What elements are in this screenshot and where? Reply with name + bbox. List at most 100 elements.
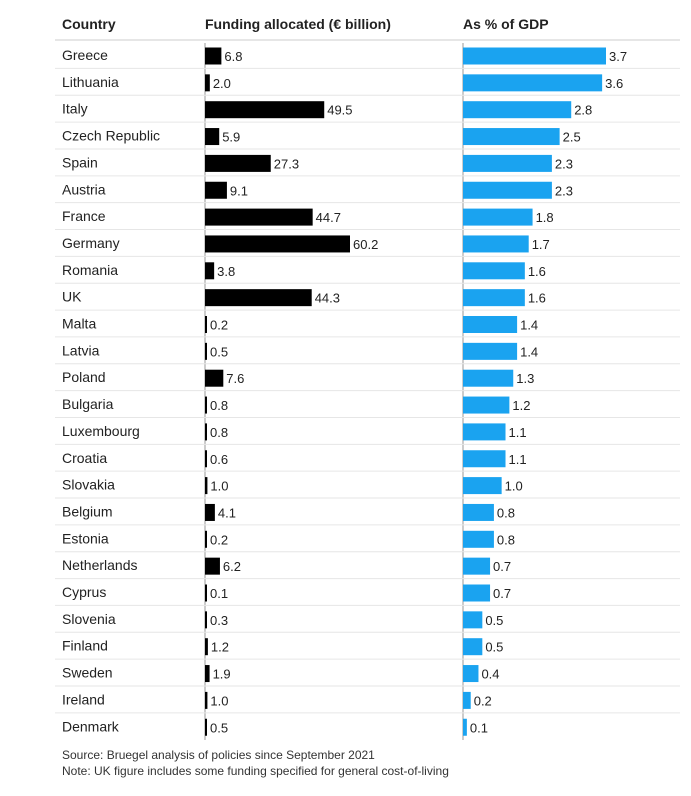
country-label: Greece	[62, 47, 108, 63]
gdp-value-label: 1.7	[532, 237, 550, 252]
gdp-value-label: 0.8	[497, 505, 515, 520]
funding-bar	[205, 665, 210, 683]
funding-value-label: 1.2	[211, 640, 229, 655]
funding-bar	[205, 101, 325, 119]
funding-value-label: 2.0	[213, 76, 231, 91]
gdp-value-label: 2.3	[555, 183, 573, 198]
gdp-bar	[463, 208, 533, 226]
gdp-bar	[463, 638, 483, 656]
funding-value-label: 0.8	[210, 398, 228, 413]
gdp-bar	[463, 450, 506, 468]
funding-bar	[205, 47, 222, 65]
gdp-bar	[463, 289, 525, 307]
funding-value-label: 0.1	[210, 586, 228, 601]
gdp-bar	[463, 691, 471, 709]
gdp-value-label: 2.8	[574, 103, 592, 118]
country-label: Latvia	[62, 342, 100, 358]
gdp-value-label: 2.5	[563, 130, 581, 145]
gdp-value-label: 1.4	[520, 344, 538, 359]
funding-value-label: 1.0	[210, 479, 228, 494]
funding-value-label: 6.8	[224, 49, 242, 64]
funding-chart: Country Funding allocated (€ billion) As…	[55, 16, 680, 740]
funding-value-label: 0.5	[210, 720, 228, 735]
gdp-bar	[463, 369, 514, 387]
gdp-value-label: 1.6	[528, 291, 546, 306]
funding-bar	[205, 530, 207, 548]
gdp-bar	[463, 557, 491, 575]
funding-value-label: 6.2	[223, 559, 241, 574]
country-label: Luxembourg	[62, 423, 140, 439]
country-label: Germany	[62, 235, 120, 251]
source-note: Source: Bruegel analysis of policies sin…	[62, 748, 375, 762]
gdp-bar	[463, 101, 572, 119]
funding-bar	[205, 423, 207, 441]
funding-bar	[205, 450, 207, 468]
funding-value-label: 0.3	[210, 613, 228, 628]
funding-bar	[205, 396, 207, 414]
gdp-bar	[463, 530, 494, 548]
country-label: Sweden	[62, 665, 113, 681]
funding-bar	[205, 611, 207, 629]
country-label: Czech Republic	[62, 128, 160, 144]
funding-value-label: 4.1	[218, 505, 236, 520]
gdp-bar	[463, 74, 603, 92]
funding-bar	[205, 638, 208, 656]
funding-value-label: 7.6	[226, 371, 244, 386]
funding-bar	[205, 369, 224, 387]
gdp-bar	[463, 235, 529, 253]
gdp-value-label: 0.8	[497, 532, 515, 547]
funding-bar	[205, 154, 271, 172]
footnote: Note: UK figure includes some funding sp…	[62, 764, 449, 778]
country-label: Cyprus	[62, 584, 106, 600]
funding-value-label: 3.8	[217, 264, 235, 279]
funding-value-label: 60.2	[353, 237, 378, 252]
funding-value-label: 44.7	[316, 210, 341, 225]
gdp-bar	[463, 611, 483, 629]
funding-bar	[205, 316, 207, 333]
gdp-value-label: 0.1	[470, 720, 488, 735]
funding-bar	[205, 477, 208, 495]
gdp-value-label: 0.5	[485, 613, 503, 628]
funding-bar	[205, 503, 215, 521]
gdp-value-label: 1.8	[536, 210, 554, 225]
country-label: Malta	[62, 316, 96, 332]
country-label: Croatia	[62, 450, 107, 466]
funding-bar	[205, 342, 207, 360]
country-label: Lithuania	[62, 74, 119, 90]
gdp-bar	[463, 477, 502, 495]
country-label: Slovakia	[62, 477, 115, 493]
country-label: Finland	[62, 638, 108, 654]
country-label: Netherlands	[62, 557, 138, 573]
funding-bar	[205, 584, 207, 602]
funding-value-label: 0.6	[210, 452, 228, 467]
gdp-value-label: 1.6	[528, 264, 546, 279]
chart-rows: Greece 6.8 3.7 Lithuania 2.0 3.6 Italy 49.5 2.8 C…	[55, 47, 680, 736]
funding-bar	[205, 557, 220, 575]
header-funding: Funding allocated (€ billion)	[205, 16, 391, 32]
funding-value-label: 1.9	[213, 667, 231, 682]
gdp-value-label: 3.6	[605, 76, 623, 91]
funding-value-label: 1.0	[210, 693, 228, 708]
gdp-value-label: 0.2	[474, 693, 492, 708]
gdp-bar	[463, 316, 518, 333]
gdp-value-label: 3.7	[609, 49, 627, 64]
gdp-value-label: 1.2	[512, 398, 530, 413]
funding-value-label: 0.2	[210, 318, 228, 333]
country-label: Ireland	[62, 691, 105, 707]
country-label: Belgium	[62, 503, 113, 519]
funding-bar	[205, 262, 215, 280]
funding-value-label: 44.3	[315, 291, 340, 306]
funding-value-label: 49.5	[327, 103, 352, 118]
gdp-bar	[463, 423, 506, 441]
country-label: UK	[62, 289, 82, 305]
gdp-bar	[463, 503, 494, 521]
gdp-bar	[463, 181, 552, 199]
gdp-bar	[463, 154, 552, 172]
gdp-bar	[463, 47, 606, 65]
funding-value-label: 0.8	[210, 425, 228, 440]
funding-value-label: 5.9	[222, 130, 240, 145]
funding-value-label: 0.5	[210, 344, 228, 359]
funding-value-label: 9.1	[230, 183, 248, 198]
country-label: France	[62, 208, 106, 224]
funding-bar	[205, 208, 313, 226]
